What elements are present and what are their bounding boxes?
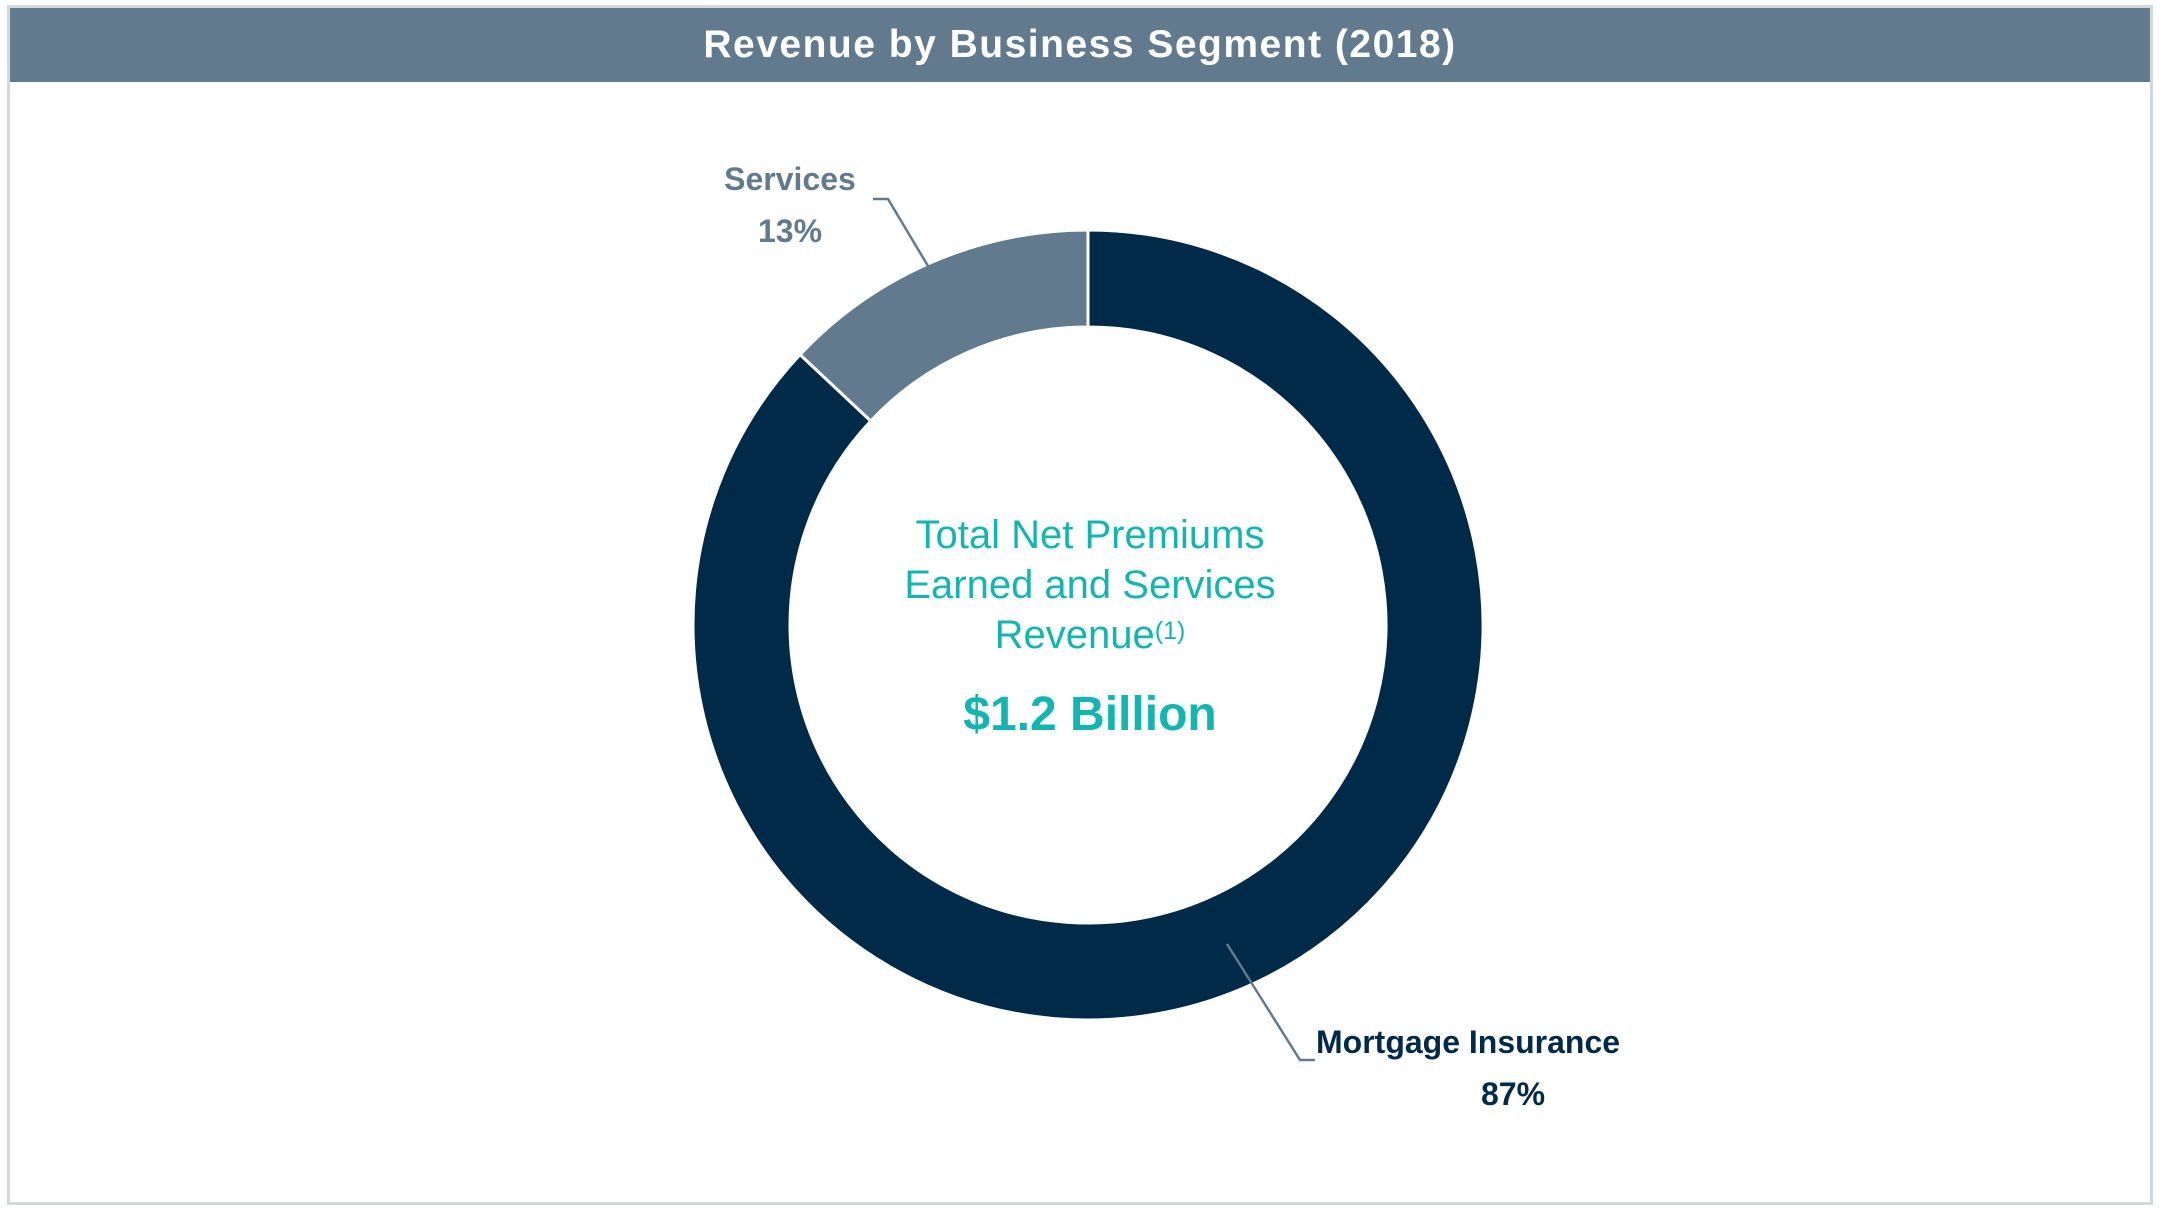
services-leader-line: [873, 197, 930, 267]
center-line-1: Total Net Premiums: [915, 513, 1265, 557]
center-label: Total Net Premiums Earned and Services R…: [780, 510, 1400, 660]
services-label-value: 13%: [757, 213, 823, 249]
center-line-2: Earned and Services: [904, 563, 1276, 607]
center-line-3-text: Revenue: [994, 613, 1155, 657]
chart-title: Revenue by Business Segment (2018): [10, 8, 2150, 82]
footnote-marker: (1): [1154, 617, 1186, 645]
mortgage-insurance-label: Mortgage Insurance 87%: [1316, 1016, 1670, 1120]
center-line-3: Revenue(1): [780, 610, 1400, 660]
slice-mortgage-insurance: [691, 228, 1485, 1022]
center-total-value: $1.2 Billion: [963, 688, 1217, 741]
mortgage-insurance-label-name: Mortgage Insurance: [1316, 1024, 1621, 1060]
services-label: Services 13%: [700, 153, 880, 257]
mortgage-insurance-leader-line: [1225, 943, 1315, 1062]
chart-title-text: Revenue by Business Segment (2018): [703, 23, 1457, 66]
mortgage-insurance-label-value: 87%: [1480, 1076, 1546, 1112]
services-label-name: Services: [724, 161, 856, 197]
slice-services: [797, 228, 1090, 424]
